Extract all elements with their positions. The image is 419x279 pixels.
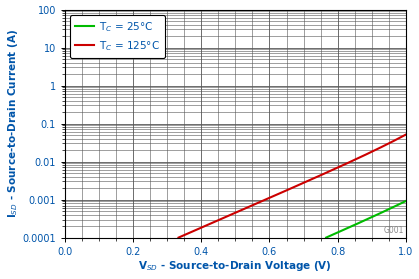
T$_C$ = 25°C bbox=[336, 230, 341, 234]
T$_C$ = 25°C bbox=[339, 229, 344, 232]
T$_C$ = 25°C bbox=[323, 236, 328, 239]
Y-axis label: I$_{SD}$ - Source-to-Drain Current (A): I$_{SD}$ - Source-to-Drain Current (A) bbox=[5, 29, 20, 218]
T$_C$ = 125°C bbox=[181, 234, 186, 237]
T$_C$ = 125°C bbox=[176, 236, 181, 239]
Line: T$_C$ = 125°C: T$_C$ = 125°C bbox=[178, 134, 406, 238]
T$_C$ = 125°C bbox=[188, 230, 193, 234]
T$_C$ = 25°C bbox=[403, 199, 409, 203]
Legend: T$_C$ = 25°C, T$_C$ = 125°C: T$_C$ = 25°C, T$_C$ = 125°C bbox=[70, 15, 166, 58]
T$_C$ = 125°C bbox=[196, 227, 201, 230]
T$_C$ = 125°C bbox=[261, 199, 266, 202]
T$_C$ = 125°C bbox=[363, 153, 368, 156]
T$_C$ = 25°C bbox=[357, 221, 362, 224]
Line: T$_C$ = 25°C: T$_C$ = 25°C bbox=[326, 201, 406, 238]
T$_C$ = 25°C bbox=[347, 226, 352, 229]
X-axis label: V$_{SD}$ - Source-to-Drain Voltage (V): V$_{SD}$ - Source-to-Drain Voltage (V) bbox=[139, 259, 332, 273]
Text: G001: G001 bbox=[384, 226, 404, 235]
T$_C$ = 125°C bbox=[403, 133, 409, 136]
T$_C$ = 25°C bbox=[327, 234, 332, 238]
T$_C$ = 25°C bbox=[355, 222, 360, 225]
T$_C$ = 125°C bbox=[313, 176, 318, 179]
